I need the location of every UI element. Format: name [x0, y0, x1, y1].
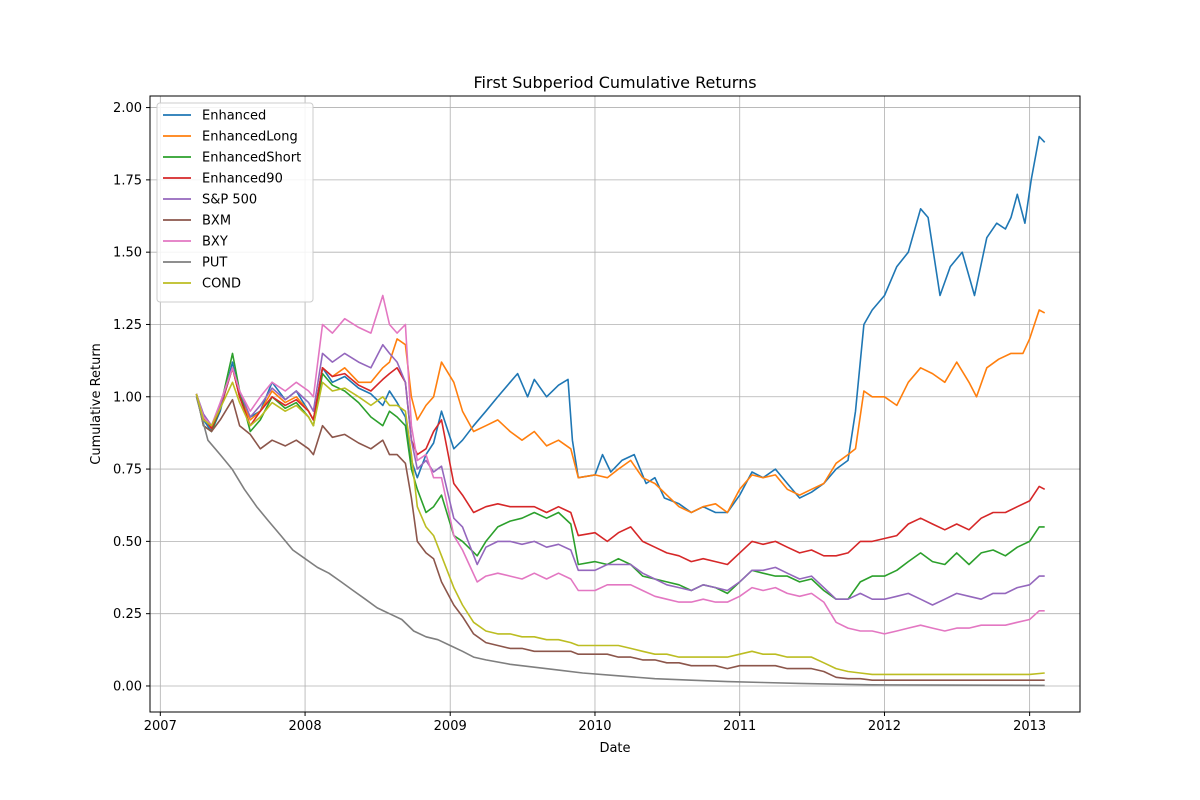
- series-line-bxm: [195, 393, 1045, 681]
- y-tick-label: 1.00: [113, 390, 142, 405]
- y-tick-label: 1.75: [113, 173, 142, 188]
- legend-label: COND: [202, 277, 241, 292]
- y-tick-label: 1.50: [113, 246, 142, 261]
- x-tick-label: 2008: [289, 719, 322, 734]
- grid: [150, 96, 1080, 712]
- x-tick-label: 2010: [578, 719, 611, 734]
- legend-label: S&P 500: [202, 193, 257, 208]
- series-line-put: [195, 396, 1045, 687]
- x-tick-label: 2009: [434, 719, 467, 734]
- legend-label: EnhancedShort: [202, 151, 301, 166]
- series-line-s-p-500: [195, 343, 1045, 606]
- series-layer: [195, 135, 1046, 687]
- y-tick-label: 0.00: [113, 679, 142, 694]
- series-line-enhanced: [195, 135, 1046, 514]
- y-tick-label: 0.25: [113, 607, 142, 622]
- series-line-enhancedshort: [195, 352, 1045, 600]
- legend-label: BXM: [202, 214, 231, 229]
- x-tick-label: 2013: [1013, 719, 1046, 734]
- legend-label: Enhanced90: [202, 172, 283, 187]
- x-axis-label: Date: [599, 741, 630, 756]
- series-line-bxy: [195, 294, 1045, 635]
- x-tick-label: 2012: [868, 719, 901, 734]
- y-tick-label: 0.50: [113, 535, 142, 550]
- axis-ticks: 2007 2008 2009 2010 2011 2012 2013 0.00 0.25 0.50…: [113, 101, 1046, 734]
- chart-title: First Subperiod Cumulative Returns: [473, 73, 756, 92]
- legend: Enhanced EnhancedLong EnhancedShort Enhance…: [156, 102, 314, 303]
- series-line-cond: [195, 381, 1045, 676]
- series-line-enhancedlong: [195, 309, 1046, 514]
- x-tick-label: 2011: [723, 719, 756, 734]
- y-axis-label: Cumulative Return: [89, 343, 104, 464]
- legend-label: Enhanced: [202, 109, 266, 124]
- plot-frame: [149, 95, 1081, 713]
- legend-box: [156, 102, 314, 303]
- x-tick-label: 2007: [144, 719, 177, 734]
- legend-label: BXY: [202, 235, 228, 250]
- legend-label: PUT: [202, 256, 227, 271]
- y-tick-label: 2.00: [113, 101, 142, 116]
- y-tick-label: 0.75: [113, 463, 142, 478]
- y-tick-label: 1.25: [113, 318, 142, 333]
- legend-label: EnhancedLong: [202, 130, 298, 145]
- series-line-enhanced90: [195, 367, 1046, 566]
